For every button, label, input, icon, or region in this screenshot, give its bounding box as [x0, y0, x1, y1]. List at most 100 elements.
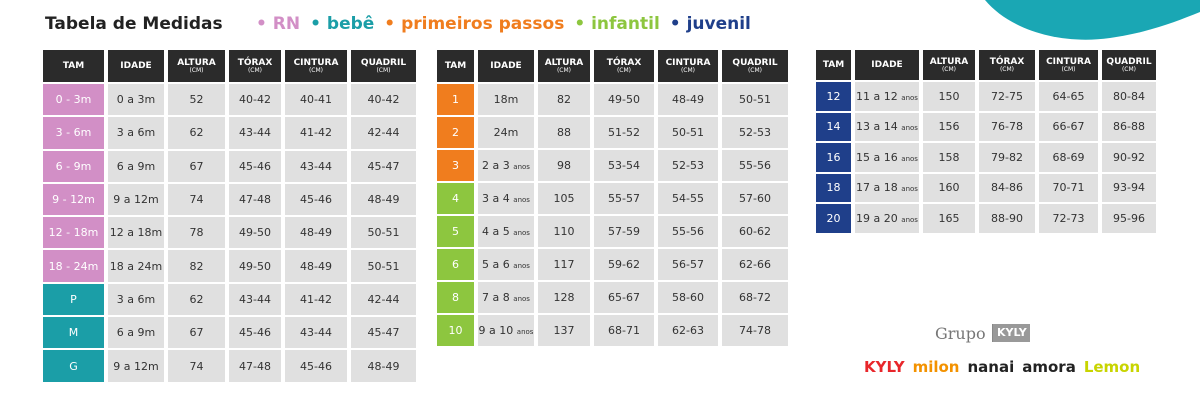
altura-cell: 156: [923, 112, 975, 141]
altura-cell: 67: [168, 150, 225, 182]
torax-cell: 45-46: [229, 317, 281, 349]
cintura-cell: 58-60: [658, 282, 718, 313]
header-label: ALTURA: [177, 57, 216, 68]
column-header: CINTURA (CM): [1039, 50, 1098, 80]
column-header: CINTURA (CM): [285, 50, 347, 82]
cintura-cell: 70-71: [1039, 173, 1098, 202]
torax-cell: 51-52: [594, 117, 654, 148]
size-row: 10 9 a 10 anos 137 68-71 62-63 74-78: [437, 315, 788, 346]
size-row: 1 18m 82 49-50 48-49 50-51: [437, 84, 788, 115]
legend-item: • RN: [256, 14, 301, 34]
size-tag: 12: [816, 82, 851, 111]
torax-cell: 57-59: [594, 216, 654, 247]
torax-cell: 43-44: [229, 283, 281, 316]
size-tag: G: [43, 350, 104, 382]
age-cell: 9 a 10 anos: [478, 315, 534, 346]
torax-cell: 47-48: [229, 183, 281, 216]
cintura-cell: 40-41: [285, 84, 347, 116]
cintura-cell: 43-44: [285, 317, 347, 349]
age-unit: anos: [901, 154, 918, 163]
header-label: IDADE: [490, 60, 522, 71]
size-tag: 18: [816, 173, 851, 202]
torax-cell: 79-82: [979, 143, 1035, 172]
quadril-cell: 40-42: [351, 84, 416, 116]
age-cell: 9 a 12m: [108, 183, 164, 216]
column-header: ALTURA (CM): [538, 50, 590, 82]
header-unit: (CM): [1061, 65, 1076, 73]
age: 9 a 12m: [113, 359, 159, 373]
header-label: TÓRAX: [606, 57, 642, 68]
size-row: 12 11 a 12 anos 150 72-75 64-65 80-84: [816, 82, 1156, 111]
age: 17 a 18: [856, 181, 898, 195]
age: 18 a 24m: [109, 259, 163, 273]
size-row: 9 - 12m 9 a 12m 74 47-48 45-46 48-49: [43, 183, 416, 216]
age-unit: anos: [513, 196, 530, 204]
size-tag: 16: [816, 143, 851, 172]
title: Tabela de Medidas: [45, 14, 223, 34]
altura-cell: 160: [923, 173, 975, 202]
age: 24m: [493, 126, 519, 139]
size-tag: 5: [437, 216, 474, 247]
torax-cell: 49-50: [229, 250, 281, 282]
age: 12 a 18m: [109, 226, 163, 240]
cintura-cell: 54-55: [658, 183, 718, 214]
age: 2 a 3: [482, 159, 510, 172]
age: 6 a 9m: [116, 159, 156, 173]
corner-blob: [985, 0, 1200, 40]
brand-logo: Lemon: [1083, 358, 1141, 376]
altura-cell: 78: [168, 217, 225, 249]
header-label: ALTURA: [544, 57, 584, 68]
size-tag: 1: [437, 84, 474, 115]
age-cell: 11 a 12 anos: [855, 82, 919, 111]
column-header: IDADE: [478, 50, 534, 82]
quadril-cell: 60-62: [722, 216, 788, 247]
legend-item: • infantil: [574, 14, 660, 34]
cintura-cell: 68-69: [1039, 143, 1098, 172]
header-label: QUADRIL: [360, 57, 407, 68]
age: 6 a 9m: [116, 326, 156, 340]
size-table: TAM IDADE ALTURA (CM) TÓRAX (CM) CINTURA (CM) QU…: [39, 48, 420, 384]
age: 3 a 6m: [116, 292, 156, 306]
header-unit: (CM): [1121, 65, 1137, 73]
column-header: TAM: [816, 50, 851, 80]
brands: KYLY milon nanai amora Lemon: [864, 358, 1140, 376]
age-unit: anos: [513, 295, 530, 303]
age-unit: anos: [513, 262, 530, 270]
quadril-cell: 93-94: [1102, 173, 1156, 202]
altura-cell: 88: [538, 117, 590, 148]
size-tag: 9 - 12m: [43, 183, 104, 216]
column-header: IDADE: [108, 50, 164, 82]
header-label: TÓRAX: [989, 56, 1025, 67]
age-cell: 6 a 9m: [108, 317, 164, 349]
header-label: CINTURA: [665, 57, 711, 68]
brand-logo: KYLY: [864, 358, 905, 376]
age: 7 a 8: [482, 291, 510, 304]
column-header: ALTURA (CM): [168, 50, 225, 82]
altura-cell: 52: [168, 84, 225, 116]
header-unit: (CM): [308, 66, 324, 74]
age-cell: 6 a 9m: [108, 150, 164, 182]
torax-cell: 47-48: [229, 350, 281, 382]
torax-cell: 59-62: [594, 249, 654, 280]
age-unit: anos: [513, 229, 530, 237]
header-unit: (CM): [247, 66, 263, 74]
header-unit: (CM): [941, 65, 957, 73]
cintura-cell: 62-63: [658, 315, 718, 346]
quadril-cell: 90-92: [1102, 143, 1156, 172]
size-row: 6 - 9m 6 a 9m 67 45-46 43-44 45-47: [43, 150, 416, 182]
column-header: ALTURA (CM): [923, 50, 975, 80]
cintura-cell: 56-57: [658, 249, 718, 280]
age: 13 a 14: [856, 120, 898, 134]
age-cell: 7 a 8 anos: [478, 282, 534, 313]
size-tag: P: [43, 283, 104, 316]
header-row: TAM IDADE ALTURA (CM) TÓRAX (CM) CINTURA (CM) QU…: [437, 50, 788, 82]
column-header: QUADRIL (CM): [1102, 50, 1156, 80]
altura-cell: 105: [538, 183, 590, 214]
quadril-cell: 57-60: [722, 183, 788, 214]
size-table: TAM IDADE ALTURA (CM) TÓRAX (CM) CINTURA (CM) QU…: [812, 48, 1160, 235]
size-tag: 10: [437, 315, 474, 346]
quadril-cell: 68-72: [722, 282, 788, 313]
